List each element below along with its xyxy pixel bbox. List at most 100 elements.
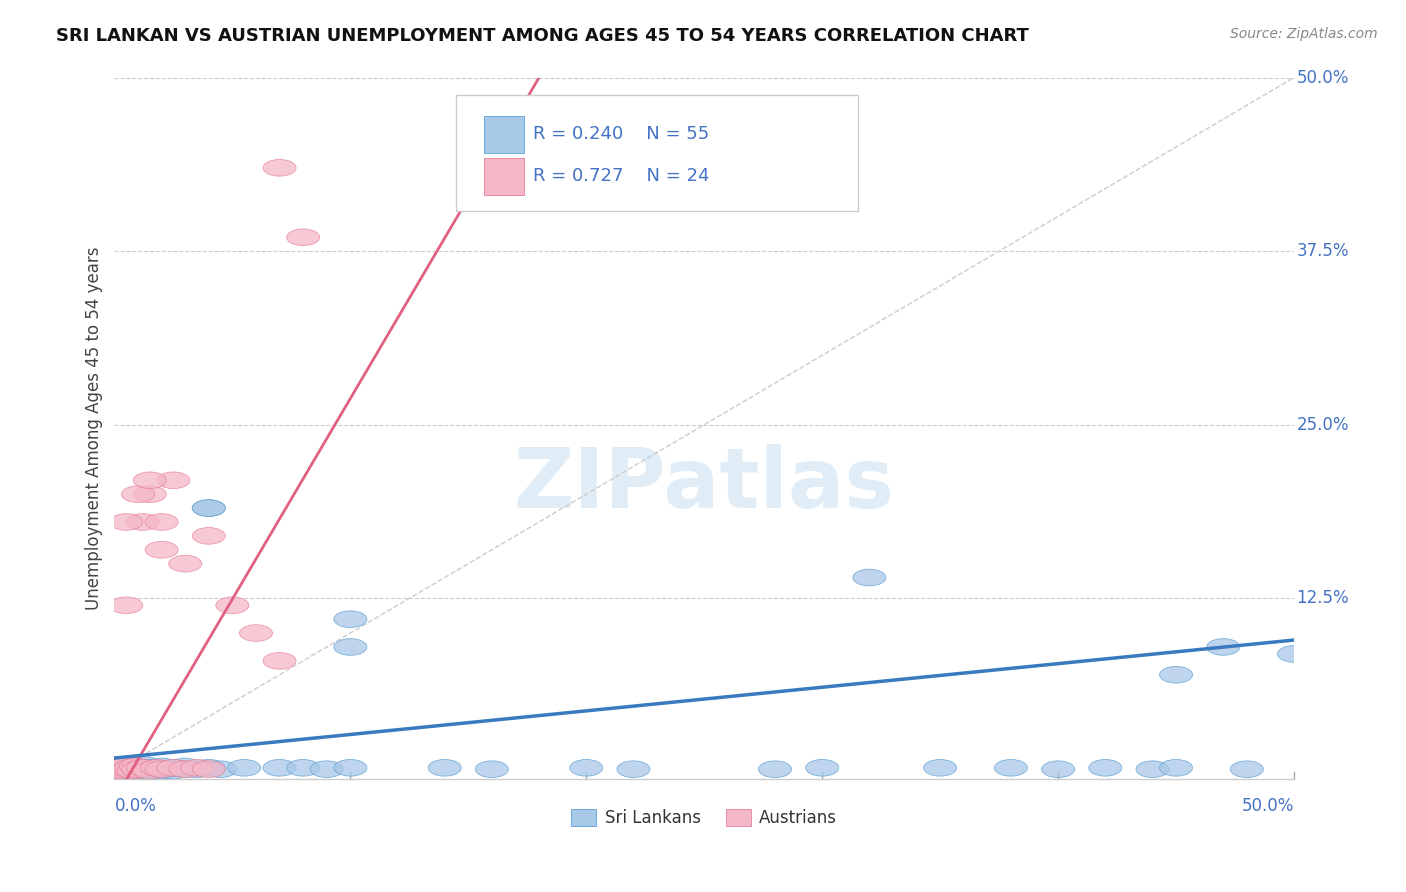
Ellipse shape [98,756,131,773]
Ellipse shape [169,761,201,778]
Ellipse shape [105,761,138,778]
Ellipse shape [105,763,138,779]
Ellipse shape [110,763,143,779]
Ellipse shape [114,758,148,775]
Ellipse shape [112,764,145,780]
Ellipse shape [110,759,143,776]
Ellipse shape [134,759,166,776]
Ellipse shape [758,761,792,778]
Ellipse shape [98,761,131,778]
Ellipse shape [569,759,603,776]
Ellipse shape [107,761,141,778]
Text: 12.5%: 12.5% [1296,590,1348,607]
Ellipse shape [1042,761,1074,778]
Ellipse shape [157,763,190,779]
Ellipse shape [193,527,225,544]
Y-axis label: Unemployment Among Ages 45 to 54 years: Unemployment Among Ages 45 to 54 years [86,246,103,610]
Ellipse shape [120,758,152,775]
Ellipse shape [110,597,143,614]
Ellipse shape [121,486,155,502]
Ellipse shape [112,761,145,778]
Ellipse shape [98,761,131,778]
Ellipse shape [193,500,225,516]
Ellipse shape [263,759,297,776]
Ellipse shape [1136,761,1168,778]
Ellipse shape [128,756,162,773]
Ellipse shape [134,472,166,489]
Ellipse shape [157,472,190,489]
Text: R = 0.240    N = 55: R = 0.240 N = 55 [533,126,710,144]
Ellipse shape [110,514,143,531]
Ellipse shape [204,761,238,778]
Ellipse shape [105,756,138,773]
Ellipse shape [169,758,201,775]
Ellipse shape [141,759,173,776]
Ellipse shape [127,759,159,776]
Ellipse shape [263,160,297,176]
Ellipse shape [134,763,166,779]
Ellipse shape [263,653,297,669]
Ellipse shape [117,761,150,778]
Text: 0.0%: 0.0% [114,797,156,815]
Ellipse shape [311,761,343,778]
Ellipse shape [105,756,138,773]
Ellipse shape [120,759,152,776]
Ellipse shape [150,761,183,778]
Ellipse shape [333,639,367,656]
Text: 37.5%: 37.5% [1296,242,1348,260]
Ellipse shape [127,514,159,531]
Ellipse shape [127,761,159,778]
Text: Source: ZipAtlas.com: Source: ZipAtlas.com [1230,27,1378,41]
Ellipse shape [924,759,956,776]
Ellipse shape [180,761,214,778]
Ellipse shape [169,556,201,572]
Ellipse shape [429,759,461,776]
Ellipse shape [193,759,225,776]
Ellipse shape [853,569,886,586]
Ellipse shape [114,763,148,779]
Ellipse shape [1160,666,1192,683]
Ellipse shape [1206,639,1240,656]
Ellipse shape [239,624,273,641]
Text: 25.0%: 25.0% [1296,416,1348,434]
Ellipse shape [145,758,179,775]
Ellipse shape [1160,759,1192,776]
Ellipse shape [145,514,179,531]
Ellipse shape [134,486,166,502]
Ellipse shape [134,763,166,779]
Ellipse shape [1230,761,1264,778]
Text: 50.0%: 50.0% [1241,797,1294,815]
Ellipse shape [103,759,135,776]
Ellipse shape [145,763,179,779]
Ellipse shape [145,541,179,558]
Ellipse shape [217,597,249,614]
Ellipse shape [100,763,134,779]
Ellipse shape [228,759,260,776]
Ellipse shape [1278,646,1310,662]
Ellipse shape [193,500,225,516]
Ellipse shape [157,759,190,776]
Ellipse shape [100,758,134,775]
Ellipse shape [100,758,134,775]
Text: 50.0%: 50.0% [1296,69,1348,87]
Ellipse shape [193,761,225,778]
Ellipse shape [994,759,1028,776]
Ellipse shape [475,761,509,778]
Ellipse shape [117,763,150,779]
Ellipse shape [103,759,135,776]
Legend: Sri Lankans, Austrians: Sri Lankans, Austrians [565,802,844,834]
Text: ZIPatlas: ZIPatlas [513,444,894,524]
Ellipse shape [333,611,367,628]
Ellipse shape [287,229,319,245]
Ellipse shape [333,759,367,776]
FancyBboxPatch shape [484,158,523,194]
Text: SRI LANKAN VS AUSTRIAN UNEMPLOYMENT AMONG AGES 45 TO 54 YEARS CORRELATION CHART: SRI LANKAN VS AUSTRIAN UNEMPLOYMENT AMON… [56,27,1029,45]
Ellipse shape [617,761,650,778]
Ellipse shape [110,759,143,776]
Ellipse shape [169,761,201,778]
Ellipse shape [180,759,214,776]
Ellipse shape [107,758,141,775]
Ellipse shape [157,759,190,776]
Ellipse shape [107,763,141,779]
Ellipse shape [806,759,839,776]
